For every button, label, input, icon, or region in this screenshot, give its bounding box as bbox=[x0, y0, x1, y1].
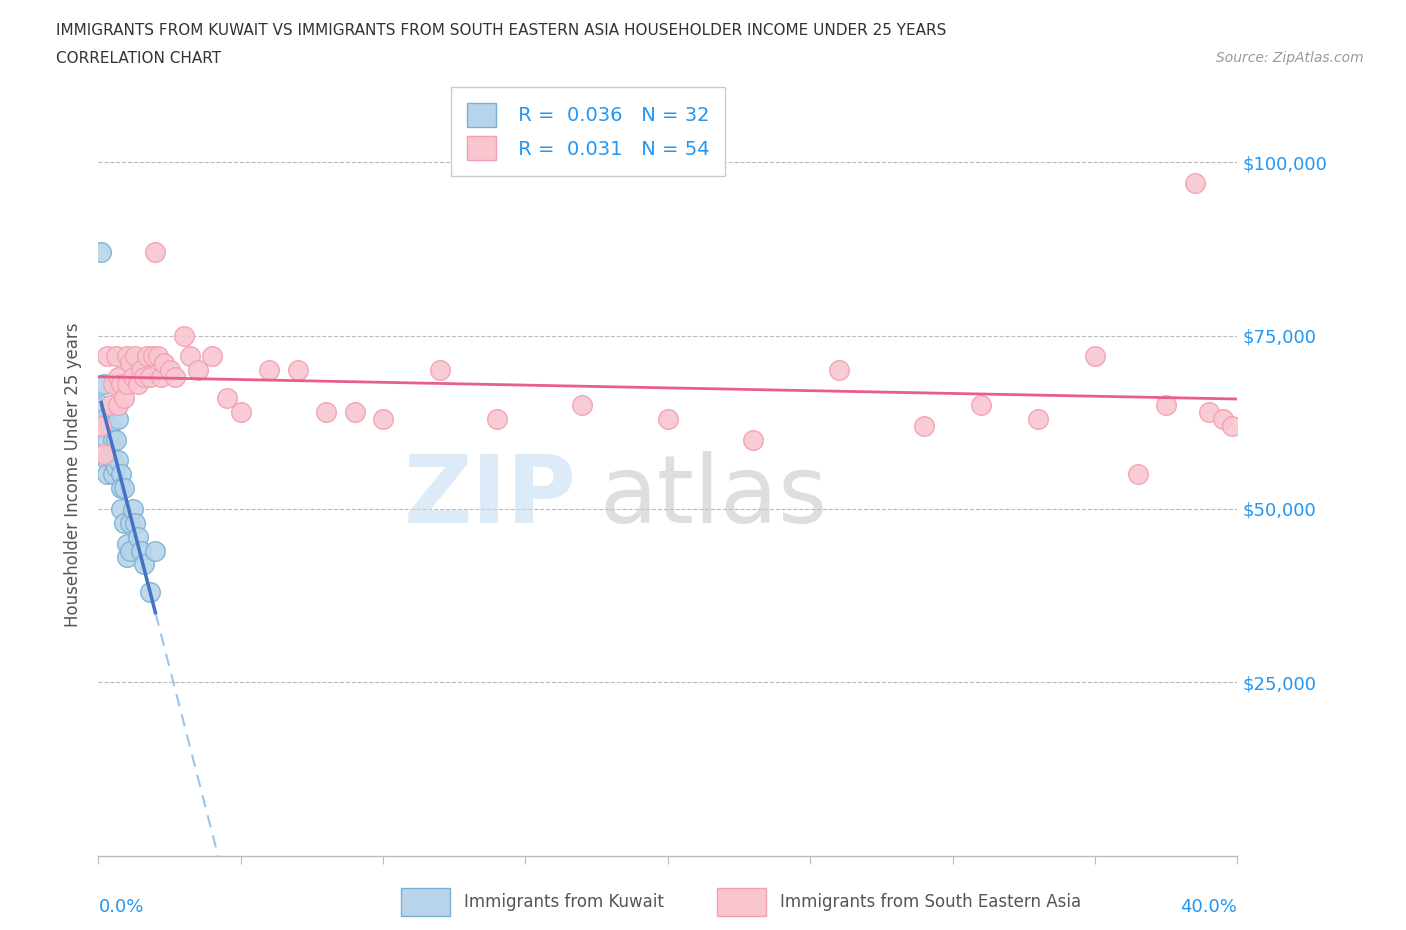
Point bbox=[90, 397, 112, 412]
Point bbox=[373, 411, 395, 426]
Point bbox=[187, 363, 209, 378]
Point bbox=[104, 460, 127, 475]
Text: Immigrants from South Eastern Asia: Immigrants from South Eastern Asia bbox=[780, 893, 1081, 911]
Point bbox=[153, 356, 176, 371]
Point bbox=[1220, 418, 1243, 433]
Point bbox=[742, 432, 765, 447]
Point bbox=[104, 432, 127, 447]
Point bbox=[90, 245, 112, 259]
Point bbox=[1126, 467, 1149, 482]
Point bbox=[828, 363, 851, 378]
Point bbox=[101, 453, 124, 468]
Text: ZIP: ZIP bbox=[404, 451, 576, 543]
Point bbox=[115, 550, 138, 565]
FancyBboxPatch shape bbox=[401, 888, 450, 916]
Point bbox=[118, 543, 141, 558]
Text: atlas: atlas bbox=[599, 451, 828, 543]
Point bbox=[104, 349, 127, 364]
Point bbox=[101, 432, 124, 447]
Point bbox=[486, 411, 509, 426]
Point bbox=[107, 453, 129, 468]
Point bbox=[90, 418, 112, 433]
Point bbox=[98, 418, 121, 433]
Point bbox=[1198, 405, 1220, 419]
Text: IMMIGRANTS FROM KUWAIT VS IMMIGRANTS FROM SOUTH EASTERN ASIA HOUSEHOLDER INCOME : IMMIGRANTS FROM KUWAIT VS IMMIGRANTS FRO… bbox=[56, 23, 946, 38]
Legend:  R =  0.036   N = 32,  R =  0.031   N = 54: R = 0.036 N = 32, R = 0.031 N = 54 bbox=[451, 87, 725, 176]
Point bbox=[1154, 397, 1177, 412]
Point bbox=[912, 418, 935, 433]
Point bbox=[101, 377, 124, 392]
Point bbox=[159, 363, 181, 378]
Text: Source: ZipAtlas.com: Source: ZipAtlas.com bbox=[1216, 51, 1364, 65]
Point bbox=[115, 537, 138, 551]
Point bbox=[110, 501, 132, 516]
Point bbox=[98, 446, 121, 461]
Point bbox=[145, 543, 167, 558]
Point bbox=[132, 557, 155, 572]
Point bbox=[429, 363, 451, 378]
Point bbox=[93, 411, 115, 426]
Point bbox=[129, 363, 152, 378]
Point bbox=[173, 328, 195, 343]
Point bbox=[107, 397, 129, 412]
Point bbox=[121, 370, 143, 385]
Y-axis label: Householder Income Under 25 years: Householder Income Under 25 years bbox=[65, 322, 83, 627]
Point bbox=[165, 370, 187, 385]
Point bbox=[101, 467, 124, 482]
Text: 0.0%: 0.0% bbox=[98, 897, 143, 915]
Point bbox=[124, 515, 146, 530]
Point bbox=[115, 349, 138, 364]
Point bbox=[315, 405, 337, 419]
Point bbox=[657, 411, 679, 426]
Point bbox=[98, 397, 121, 412]
Point bbox=[141, 349, 163, 364]
Point bbox=[96, 432, 118, 447]
Point bbox=[110, 377, 132, 392]
Point bbox=[1212, 411, 1234, 426]
Point bbox=[127, 529, 149, 544]
Point bbox=[118, 515, 141, 530]
Point bbox=[970, 397, 993, 412]
Point bbox=[93, 446, 115, 461]
Point bbox=[150, 370, 173, 385]
Point bbox=[229, 405, 252, 419]
Point bbox=[96, 349, 118, 364]
Point bbox=[107, 370, 129, 385]
Point bbox=[93, 377, 115, 392]
Point bbox=[129, 543, 152, 558]
Point bbox=[179, 349, 201, 364]
Point bbox=[115, 377, 138, 392]
Text: CORRELATION CHART: CORRELATION CHART bbox=[56, 51, 221, 66]
FancyBboxPatch shape bbox=[717, 888, 766, 916]
Text: 40.0%: 40.0% bbox=[1181, 897, 1237, 915]
Point bbox=[1184, 176, 1206, 191]
Point bbox=[110, 467, 132, 482]
Point bbox=[124, 349, 146, 364]
Point bbox=[287, 363, 309, 378]
Point bbox=[112, 481, 135, 496]
Point bbox=[215, 391, 238, 405]
Point bbox=[135, 349, 157, 364]
Point bbox=[127, 377, 149, 392]
Point bbox=[96, 467, 118, 482]
Point bbox=[96, 453, 118, 468]
Point bbox=[112, 515, 135, 530]
Point bbox=[121, 501, 143, 516]
Point bbox=[1026, 411, 1049, 426]
Point bbox=[1084, 349, 1107, 364]
Point bbox=[112, 391, 135, 405]
Text: Immigrants from Kuwait: Immigrants from Kuwait bbox=[464, 893, 664, 911]
Point bbox=[343, 405, 366, 419]
Point bbox=[145, 245, 167, 259]
Point bbox=[118, 356, 141, 371]
Point bbox=[132, 370, 155, 385]
Point bbox=[259, 363, 281, 378]
Point bbox=[571, 397, 593, 412]
Point bbox=[201, 349, 224, 364]
Point bbox=[107, 411, 129, 426]
Point bbox=[148, 349, 170, 364]
Point bbox=[138, 585, 160, 600]
Point bbox=[110, 481, 132, 496]
Point bbox=[138, 370, 160, 385]
